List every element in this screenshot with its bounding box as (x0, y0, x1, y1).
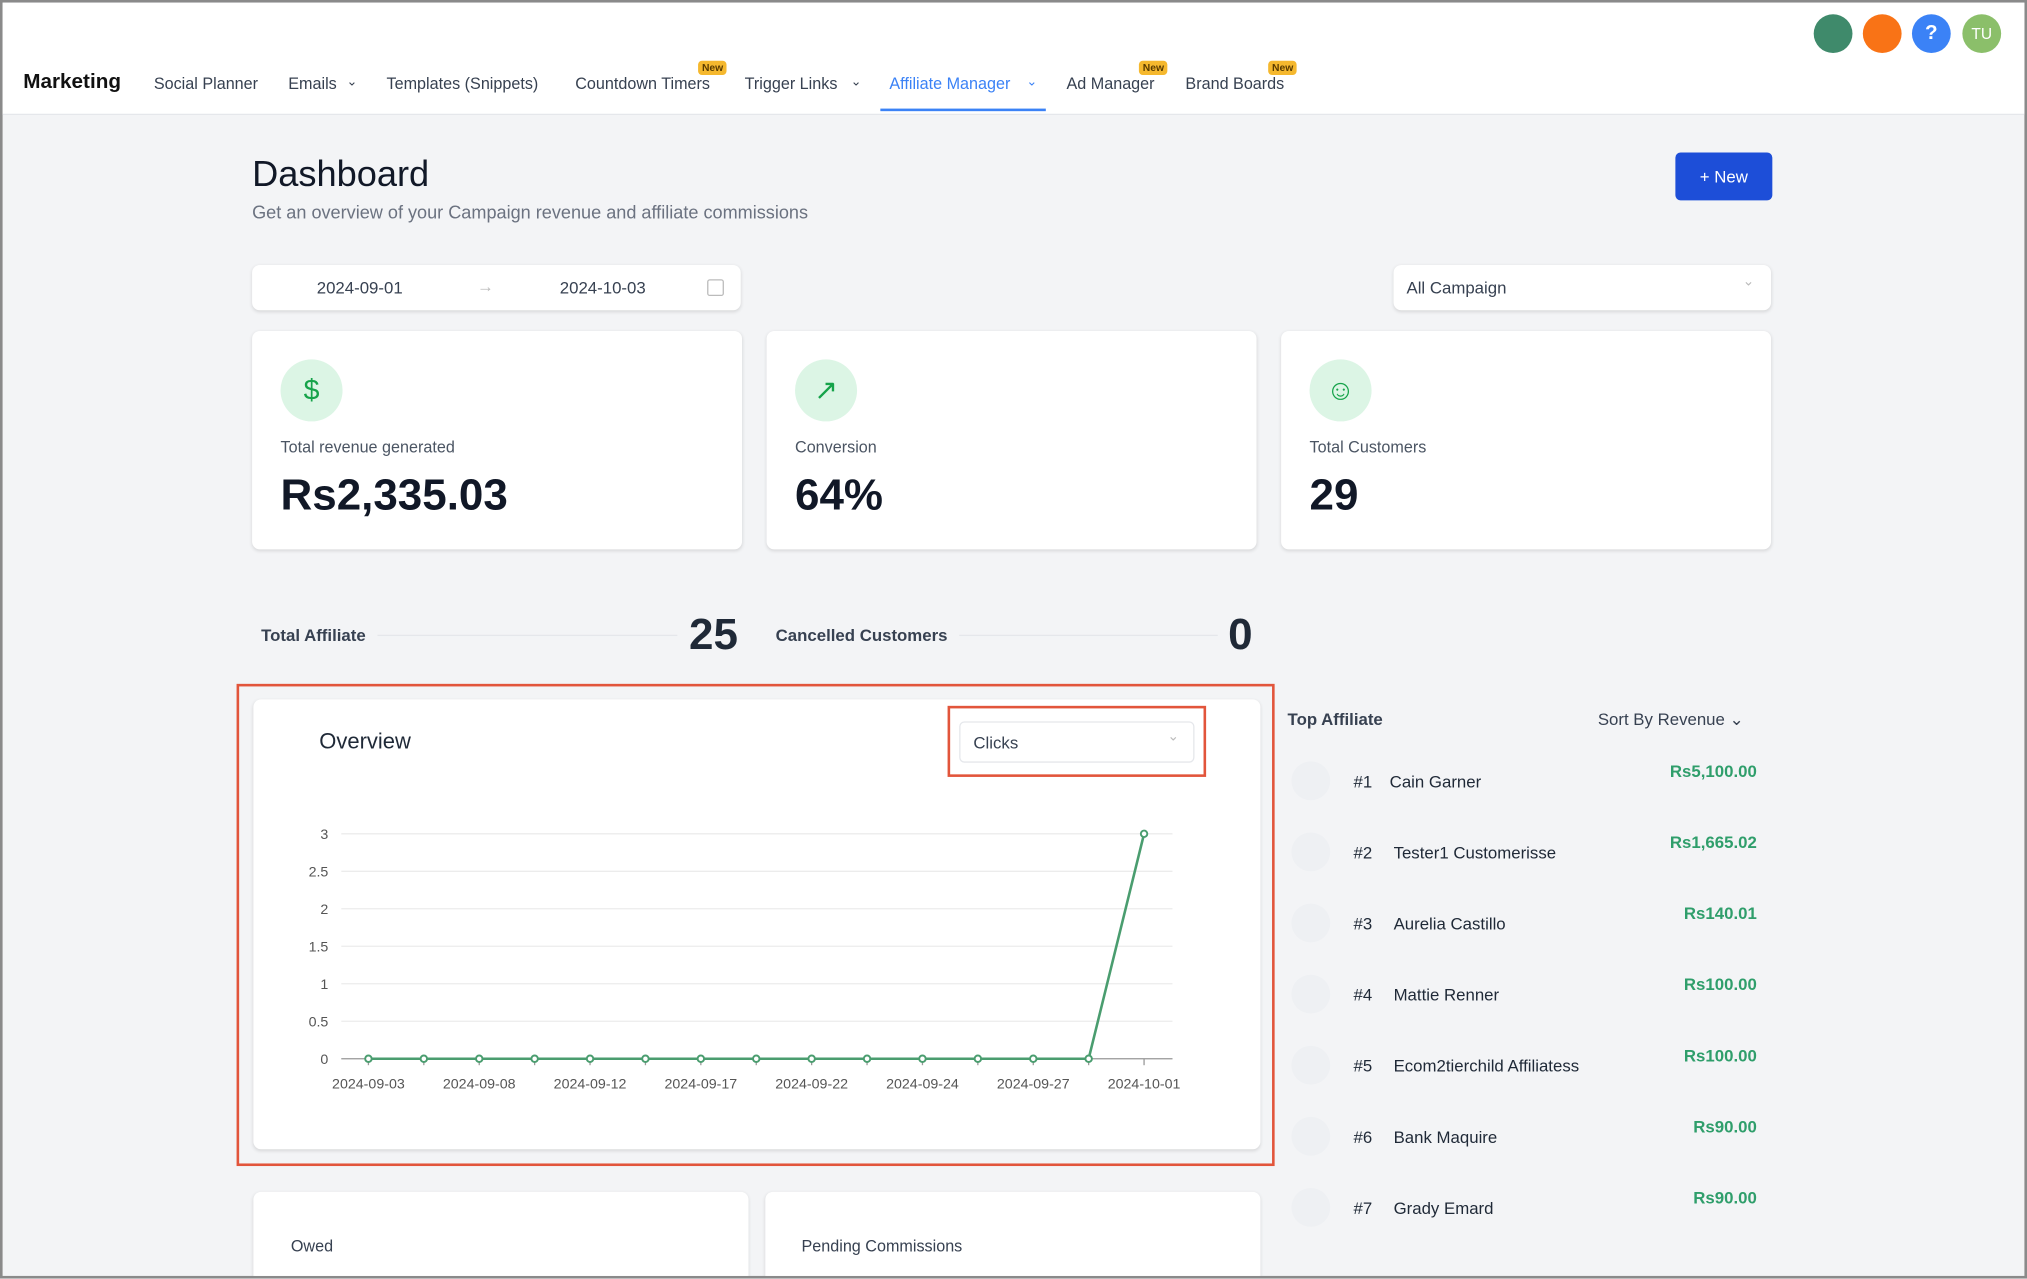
divider (959, 634, 1218, 637)
summary-label: Cancelled Customers (775, 625, 948, 646)
nav-item[interactable]: Social Planner (153, 74, 259, 94)
stat-label: Conversion (795, 438, 877, 457)
metric-select[interactable]: Clicks ⌄ (959, 721, 1195, 763)
nav-item[interactable]: Ad Manager (1066, 74, 1155, 94)
highlight-box (947, 705, 1207, 777)
sort-select[interactable]: Sort By Revenue ⌄ (1597, 709, 1744, 730)
nav-item[interactable]: Countdown Timers (575, 74, 710, 94)
help-icon[interactable]: ? (1911, 14, 1951, 54)
affiliate-amount: Rs90.00 (1693, 1188, 1757, 1208)
affiliate-name: Grady Emard (1393, 1198, 1494, 1218)
chevron: ⌄ (346, 74, 358, 90)
end-date: 2024-10-03 (559, 277, 646, 298)
calendar-icon (707, 279, 724, 297)
card-label: Owed (290, 1237, 334, 1256)
bottom-card: Owed (253, 1191, 749, 1276)
dollar-icon: $ (280, 359, 343, 422)
rank: #3 (1353, 913, 1373, 934)
affiliate-name: Aurelia Castillo (1393, 913, 1506, 934)
stat-label: Total Customers (1309, 438, 1427, 457)
active-underline (880, 108, 1046, 112)
arrow: → (477, 276, 494, 297)
chevron: ⌄ (1167, 729, 1180, 745)
rank: #5 (1353, 1056, 1373, 1076)
brand: Marketing (23, 71, 121, 94)
avatar-icon (1291, 974, 1331, 1014)
rank: #4 (1353, 985, 1373, 1005)
overview-title: Overview (319, 729, 411, 754)
rank: #6 (1353, 1127, 1373, 1147)
sort-label: Sort By Revenue (1597, 709, 1725, 730)
avatar-icon (1291, 1188, 1331, 1227)
start-date: 2024-09-01 (316, 277, 403, 298)
rank: #2 (1353, 842, 1373, 863)
stat-card: $ Total revenue generated Rs2,335.03 (252, 330, 743, 550)
trend-icon: ↗ (795, 359, 858, 422)
top-nav: Marketing Social Planner Emails ⌄ Templa… (2, 2, 2025, 116)
nav-item[interactable]: Emails (288, 74, 337, 94)
rank: #1 (1353, 771, 1373, 792)
new-button[interactable]: + New (1675, 152, 1773, 201)
new-button-label: New (1714, 166, 1748, 187)
affiliate-amount: Rs5,100.00 (1669, 761, 1757, 781)
nav-item[interactable]: Trigger Links (744, 74, 838, 94)
chevron: ⌄ (1742, 274, 1755, 290)
stat-value: 29 (1309, 470, 1359, 520)
affiliate-name: Cain Garner (1389, 771, 1482, 792)
affiliate-name: Bank Maquire (1393, 1127, 1498, 1147)
badge: New (1268, 60, 1298, 75)
bell-icon[interactable] (1862, 14, 1902, 54)
stat-card: ☺ Total Customers 29 (1281, 330, 1772, 550)
summary-value: 0 (1228, 610, 1253, 660)
affiliate-amount: Rs140.01 (1683, 903, 1757, 924)
stat-card: ↗ Conversion 64% (766, 330, 1257, 550)
stat-value: Rs2,335.03 (280, 470, 508, 520)
affiliate-name: Ecom2tierchild Affiliatess (1393, 1056, 1580, 1076)
stat-value: 64% (795, 470, 884, 520)
announce-icon[interactable] (1813, 14, 1853, 54)
avatar-icon (1291, 903, 1331, 943)
card-label: Pending Commissions (801, 1237, 963, 1256)
campaign-select[interactable]: All Campaign ⌄ (1393, 265, 1772, 311)
avatar-icon (1291, 832, 1331, 872)
chevron: ⌄ (850, 74, 862, 90)
affiliate-name: Mattie Renner (1393, 985, 1500, 1005)
badge: New (1138, 60, 1168, 75)
page-subtitle: Get an overview of your Campaign revenue… (252, 201, 809, 223)
summary-value: 25 (689, 610, 738, 660)
highlight-box (236, 683, 1275, 1167)
avatar-icon (1291, 761, 1331, 801)
badge: New (698, 60, 728, 75)
affiliate-name: Tester1 Customerisse (1393, 842, 1557, 863)
bottom-card: Pending Commissions (765, 1191, 1261, 1276)
top-affiliate-title: Top Affiliate (1287, 709, 1383, 730)
page-title: Dashboard (252, 153, 430, 194)
customers-icon: ☺ (1309, 359, 1372, 422)
affiliate-amount: Rs1,665.02 (1669, 832, 1757, 852)
divider (377, 634, 678, 637)
stat-label: Total revenue generated (280, 438, 455, 457)
affiliate-amount: Rs100.00 (1683, 1045, 1757, 1066)
date-range[interactable]: 2024-09-01 → 2024-10-03 (252, 265, 741, 311)
avatar-icon (1291, 1045, 1331, 1085)
summary-label: Total Affiliate (261, 625, 366, 646)
chevron: ⌄ (1026, 74, 1038, 90)
rank: #7 (1353, 1198, 1373, 1218)
avatar-icon (1291, 1116, 1331, 1156)
affiliate-amount: Rs100.00 (1683, 974, 1757, 995)
campaign-value: All Campaign (1406, 277, 1507, 298)
metric-value: Clicks (973, 732, 1019, 753)
avatar[interactable]: TU (1962, 14, 2002, 54)
nav-item[interactable]: Templates (Snippets) (386, 74, 539, 94)
affiliate-amount: Rs90.00 (1693, 1116, 1757, 1137)
nav-item[interactable]: Brand Boards (1185, 74, 1285, 94)
nav-item-active[interactable]: Affiliate Manager (889, 74, 1011, 94)
